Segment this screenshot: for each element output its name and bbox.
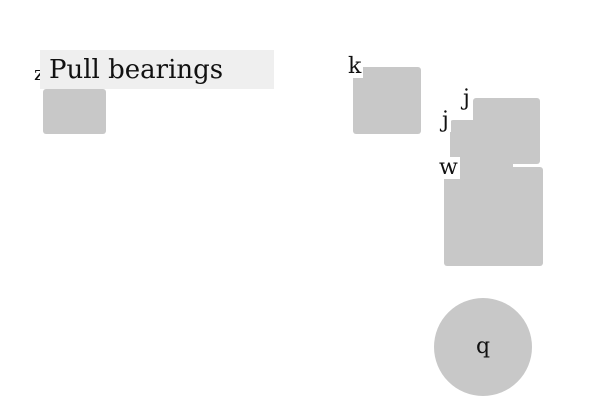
object-w[interactable] [444, 167, 543, 266]
label-z: z [34, 62, 45, 84]
label-j-lower: j [440, 108, 451, 133]
object-q[interactable]: q [434, 298, 532, 396]
label-w: w [437, 155, 460, 180]
tooltip-pull-bearings: Pull bearings [40, 50, 274, 89]
object-z[interactable] [43, 89, 106, 134]
label-j-upper: j [461, 86, 472, 111]
label-q: q [475, 334, 491, 359]
tooltip-text: Pull bearings [49, 54, 224, 85]
label-k: k [346, 54, 364, 79]
object-k[interactable] [353, 67, 421, 134]
